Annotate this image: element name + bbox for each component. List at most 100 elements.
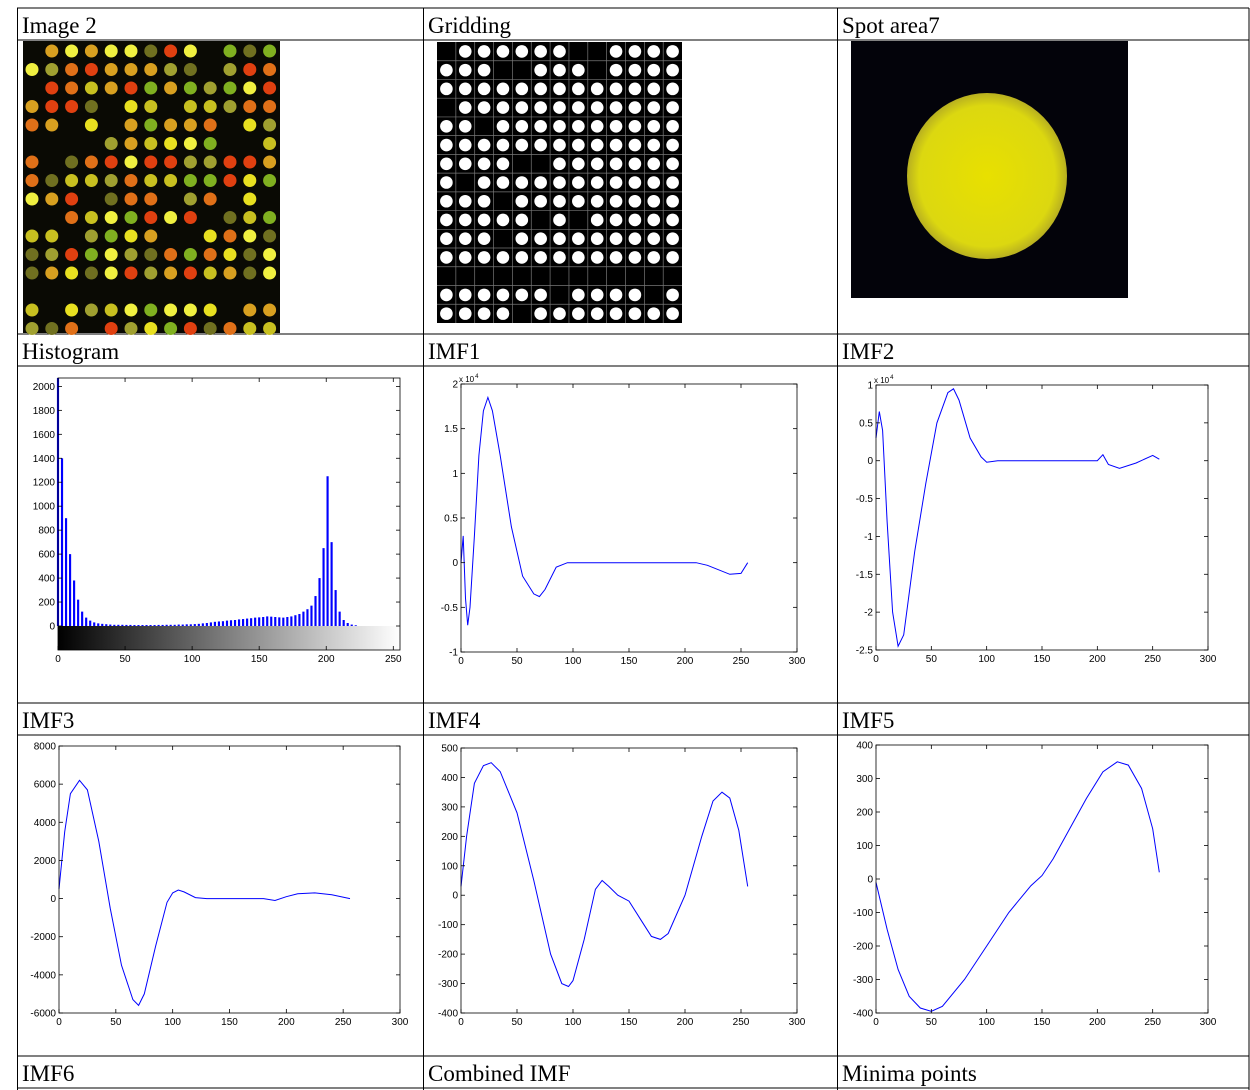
grid-spot [572,63,585,77]
grid-spot [458,232,472,245]
grid-spot [647,82,661,96]
histogram-bar [302,611,305,626]
histogram-bar [217,621,221,626]
y-tick-label: -0.5 [441,603,459,614]
axes-box [875,744,1209,1014]
microarray-spot [84,81,98,95]
histogram-bar [221,621,225,626]
x-tick-label: 100 [565,656,582,667]
microarray-spot [124,44,138,58]
grid-spot [553,138,566,152]
panel-title: IMF5 [842,708,894,733]
microarray-spot [144,118,158,132]
grid-spot [440,138,453,152]
imf-line [875,761,1160,1012]
microarray-spot [124,229,138,243]
microarray-spot [243,192,257,206]
grid-spot [553,232,566,245]
microarray-spot [203,248,217,261]
imf-line [460,762,749,988]
grid-spot [496,45,510,58]
grid-spot [553,45,566,58]
grid-spot [477,63,491,77]
microarray-spot [183,211,197,224]
histogram-bar [153,625,156,626]
grid-spot [628,213,642,227]
grid-spot [458,138,472,152]
microarray-spot [203,174,217,187]
grid-spot [590,157,604,171]
microarray-spot [84,248,98,261]
y-tick-label: -0.5 [856,494,874,505]
microarray-spot [65,81,79,95]
grid-spot [609,82,623,96]
x-tick-label: 300 [1200,1017,1217,1028]
microarray-spot [164,155,178,169]
microarray-spot [144,100,158,113]
y-tick-label: -2 [864,608,873,619]
histogram-bar [290,616,293,626]
microarray-spot [164,63,178,76]
microarray-spot [263,81,277,95]
microarray-spot [263,322,277,335]
grid-spot [553,176,566,189]
microarray-spot [104,192,118,206]
grid-spot [666,82,679,96]
microarray-spot [164,211,178,224]
grid-spot [477,213,491,227]
grid-spot [572,176,585,189]
y-tick-label: -400 [438,1009,458,1020]
histogram-bar [133,625,136,626]
grid-spot [496,82,510,96]
microarray-spot [84,211,98,224]
microarray-spot [104,44,118,58]
histogram-bar [338,611,341,626]
y-tick-label: -300 [438,979,458,990]
spot [907,93,1067,259]
histogram-bar [113,624,116,626]
histogram-bar [209,622,212,626]
grid-spot [647,307,661,320]
y-tick-label: 600 [38,550,55,561]
histogram-bar [93,622,96,626]
microarray-spot [144,155,158,169]
microarray-spot [223,229,237,243]
microarray-spot [164,44,178,58]
histogram-bar [266,616,269,626]
microarray-spot [25,322,39,335]
histogram-bar [318,578,321,626]
microarray-spot [65,303,79,317]
x-tick-label: 0 [873,1017,879,1028]
grid-spot [572,288,585,302]
grid-spot [572,138,585,152]
microarray-spot [203,137,217,150]
grid-spot [496,138,510,152]
x-tick-label: 100 [565,1017,582,1028]
microarray-spot [45,192,59,206]
microarray-spot [25,248,39,261]
grid-spot [572,101,585,114]
grid-spot [572,194,585,208]
microarray-spot [243,100,257,113]
panel-title: Histogram [22,339,119,364]
grid-spot [496,157,510,171]
microarray-spot [104,211,118,224]
histogram-bar [161,624,164,626]
panel-title: Minima points [842,1061,977,1086]
grid-spot [440,120,453,133]
grid-spot [666,288,679,302]
grid-spot [496,176,510,189]
microarray-spot [65,322,79,335]
histogram-bar [310,605,313,626]
y-tick-label: 2000 [33,382,56,393]
microarray-spot [84,174,98,187]
microarray-spot [84,44,98,58]
grid-spot [609,213,623,227]
histogram-bar [169,624,172,626]
grid-spot [609,232,623,245]
grid-spot [666,101,679,114]
grid-spot [590,176,604,189]
microarray-spot [263,63,277,76]
histogram-bar [262,617,265,626]
microarray-spot [65,44,79,58]
